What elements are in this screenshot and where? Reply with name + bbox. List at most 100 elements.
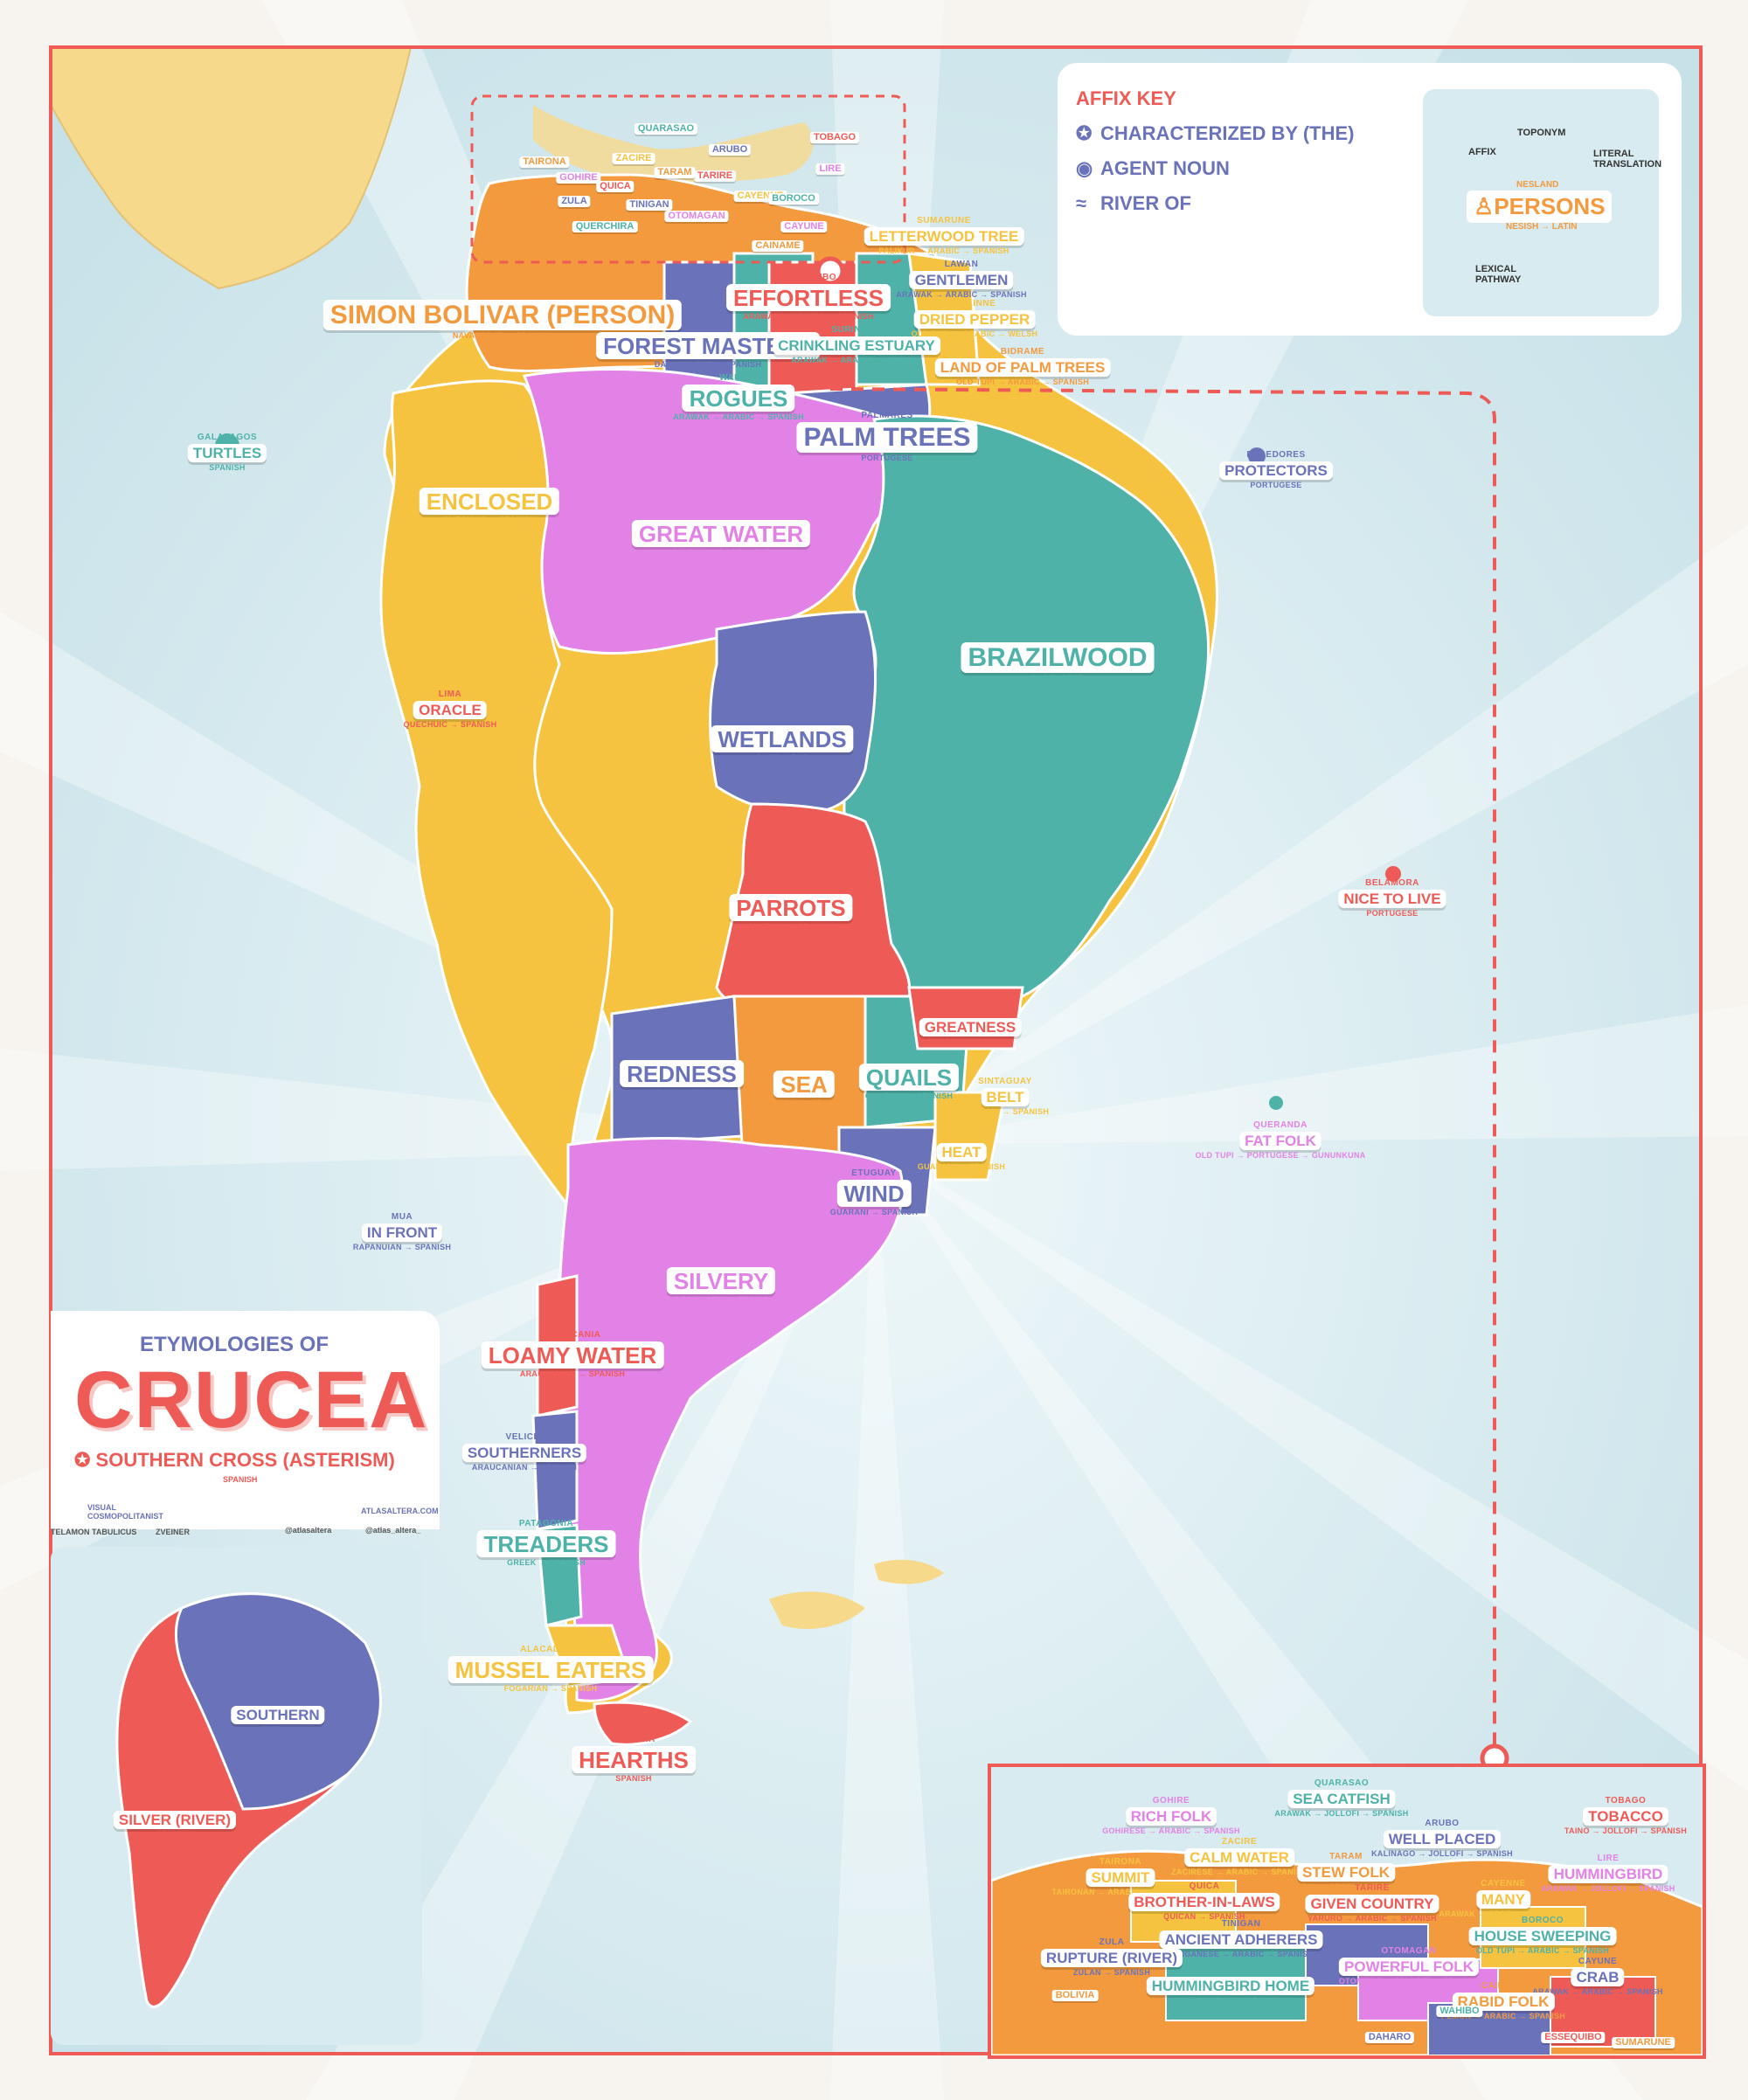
- affix-key-title: AFFIX KEY: [1076, 87, 1176, 109]
- map-label: WAHIBO ROGUES ARAWAK → ARABIC → SPANISH: [673, 374, 804, 421]
- label-pathway: ARAWAK → ARABIC → SPANISH: [791, 356, 922, 364]
- legend-literal: LITERAL TRANSLATION: [1593, 149, 1662, 170]
- label-translation: IN FRONT: [361, 1223, 443, 1242]
- label-translation: MANY: [1475, 1890, 1531, 1909]
- label-pathway: ZACIRESE → ARABIC → SPANISH: [1171, 1868, 1308, 1876]
- label-toponym: CAYENNE: [1481, 1879, 1526, 1889]
- zoom-marker-top: [815, 256, 845, 286]
- label-toponym: QUERANDA: [1253, 1120, 1308, 1130]
- label-pathway: CARIBIC → ARABIC → SPANISH: [1281, 1882, 1411, 1891]
- label-translation: MUSSEL EATERS: [447, 1656, 654, 1683]
- label-pathway: OLD TUPI → ARABIC → SPANISH: [1475, 1946, 1610, 1955]
- queranda-islands: [1269, 1096, 1283, 1110]
- zoom-label: ARUBO WELL PLACED KALINAGO → JOLLOFI → SPA…: [1371, 1819, 1513, 1858]
- map-label: PATAGONIA TREADERS GREEK → SPANISH: [476, 1520, 616, 1567]
- region-pantanales: [709, 610, 877, 814]
- label-translation: HOUSE SWEEPING: [1468, 1927, 1617, 1945]
- label-pathway: GUARANI → SPANISH: [864, 1092, 954, 1100]
- zoom-label: ZULA RUPTURE (RIVER) ZULAN → SPANISH: [1040, 1938, 1183, 1977]
- label-toponym: QALINNE: [953, 299, 996, 308]
- label-translation: LETTERWOOD TREE: [864, 227, 1024, 246]
- region-velicia: [531, 1410, 579, 1531]
- label-toponym: SUMARUNE: [917, 216, 971, 225]
- label-toponym: BRAZIL: [1040, 631, 1075, 641]
- caribbean-mini-label: ARUBO: [708, 142, 752, 156]
- label-pathway: PEMON → ARABIC → SPANISH: [1440, 2012, 1566, 2020]
- map-label: QUERANDA FAT FOLK OLD TUPI → PORTUGESE → G…: [1195, 1121, 1365, 1160]
- label-translation: DRIED PEPPER: [913, 310, 1036, 329]
- label-translation: HEAT: [936, 1143, 987, 1161]
- map-label: PITAGUAY REDNESS GUARANI → SPANISH: [620, 1050, 744, 1097]
- caribbean-mini-label: ZULA: [558, 193, 591, 207]
- label-toponym: VELICIA: [505, 1432, 544, 1442]
- label-toponym: MUA: [391, 1212, 413, 1222]
- small-inset-map: [115, 1592, 382, 2008]
- map-border: [49, 45, 1703, 2055]
- legend-persons: ♙PERSONS: [1467, 191, 1613, 223]
- label-pathway: OLD TUPI → PORTUGESE → GUNUNKUNA: [1195, 1151, 1366, 1160]
- label-pathway: GREEK → SPANISH: [507, 1558, 586, 1567]
- zoom-label: TOBAGO TOBACCO TAINO → JOLLOFI → SPANISH: [1564, 1797, 1687, 1835]
- affix-key-label: RIVER OF: [1100, 192, 1191, 214]
- map-label: PANTANALES WETLANDS PORTUGESE: [711, 715, 854, 762]
- label-translation: SEA: [773, 1071, 835, 1098]
- label-translation: TREADERS: [476, 1530, 616, 1557]
- zoom-mini-label: BOLIVIA: [1051, 1987, 1099, 2001]
- label-translation: TOBACCO: [1583, 1807, 1668, 1826]
- affix-key-row-agent: ◉ AGENT NOUN: [1076, 157, 1230, 180]
- zoom-label: TARIRE GIVEN COUNTRY YARURO → ARABIC → SPA…: [1305, 1884, 1439, 1923]
- caribbean-mini-label: QUARASAO: [634, 121, 698, 135]
- label-pathway: GUARANI → SPANISH: [917, 1162, 1006, 1171]
- label-toponym: QUARASAO: [1314, 1778, 1370, 1788]
- map-label: MUA IN FRONT RAPANUIAN → SPANISH: [353, 1213, 451, 1251]
- caribbean-mini-label: GOHIRE: [556, 170, 601, 184]
- map-label: SURINAME CRINKLING ESTUARY ARAWAK → ARABIC…: [773, 326, 940, 364]
- label-pathway: SPANISH: [209, 463, 246, 472]
- label-pathway: TAINO → JOLLOFI → SPANISH: [1564, 1826, 1688, 1835]
- label-translation: SIMON BOLIVAR (PERSON): [323, 300, 683, 330]
- map-label: VASUGUAY GREATNESS GUARANI → SPANISH: [919, 1008, 1022, 1046]
- label-pathway: TAIRONAN → ARABIC → SPANISH: [1051, 1888, 1190, 1896]
- label-pathway: ZULAN → SPANISH: [1072, 1968, 1151, 1977]
- label-toponym: XINGU: [705, 509, 737, 518]
- mini-label-text: SUMARUNE: [1612, 2037, 1675, 2048]
- label-toponym: PLATINEA: [151, 1799, 198, 1809]
- label-toponym: PITAGUAY: [657, 1049, 706, 1058]
- inset-label: MERIDEA SOUTHERN FRENCH: [231, 1695, 325, 1734]
- credit-author1: TELAMON TABULICUS: [51, 1528, 137, 1536]
- person-icon: ♙: [1474, 193, 1495, 219]
- map-label: ARAGUAY PARROTS GUARANI → SPANISH: [729, 884, 853, 931]
- label-pathway: ARAUCANIAN → SPANISH: [519, 1369, 626, 1378]
- label-toponym: ZACIRE: [1221, 1837, 1258, 1847]
- label-toponym: FOGARIA: [612, 1735, 656, 1744]
- zoom-label: CAYUNE CRAB ARAWAK → ARABIC → SPANISH: [1532, 1958, 1663, 1996]
- label-translation: CALM WATER: [1184, 1848, 1294, 1867]
- mini-label-text: TARAM: [654, 167, 696, 178]
- falkland-islands: [769, 1591, 865, 1629]
- label-pathway: PALIKUR → ARABIC → SPANISH: [878, 246, 1009, 255]
- inset-southern-region: [174, 1592, 382, 1811]
- label-translation: ENCLOSED: [419, 488, 560, 515]
- map-label: PALMARES PALM TREES PORTUGESE: [796, 412, 978, 462]
- title-lang: SPANISH: [223, 1475, 258, 1484]
- caribbean-mini-label: QUICA: [596, 178, 635, 192]
- label-pathway: DAHAROLESE → SPANISH: [654, 360, 762, 369]
- map-label: GALAPAGOS TURTLES SPANISH: [187, 433, 267, 472]
- label-pathway: OLD TUPI → ARABIC → SPANISH: [955, 378, 1090, 386]
- mini-label-text: QUARASAO: [634, 123, 698, 135]
- caribbean-mini-label: OTOMAGAN: [664, 208, 729, 222]
- map-label: ARGENTINA SILVERY GRECO-LATIN → SPANISH: [666, 1257, 776, 1304]
- label-translation: STEW FOLK: [1296, 1863, 1396, 1882]
- label-toponym: PERU: [476, 476, 503, 486]
- label-translation: FAT FOLK: [1239, 1132, 1321, 1150]
- baledores-islands: [1248, 447, 1266, 465]
- label-translation: POWERFUL FOLK: [1339, 1958, 1479, 1976]
- label-toponym: LAWAN: [944, 260, 979, 269]
- label-toponym: ESSEQUIBO: [780, 273, 836, 282]
- map-label: ETUGUAY WIND GUARANI → SPANISH: [830, 1169, 918, 1216]
- falkland-islands-east: [874, 1559, 944, 1584]
- map-label: ESSEQUIBO EFFORTLESS ARAWAK → ARABIC → SPA…: [726, 274, 891, 321]
- label-pathway: ARAWAK → JOLLOFI → SPANISH: [1274, 1809, 1409, 1818]
- label-pathway: PORTUGESE: [1366, 909, 1419, 918]
- label-translation: HEARTHS: [572, 1746, 696, 1773]
